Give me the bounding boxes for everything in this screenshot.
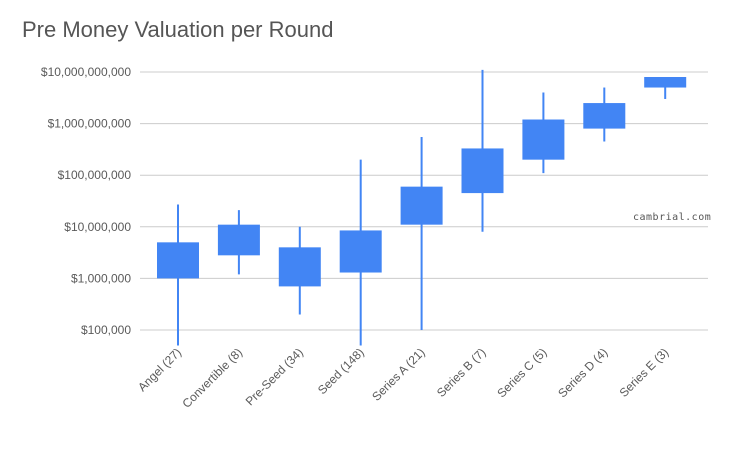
x-tick-label: Convertible (8) (179, 345, 245, 411)
x-axis-ticks: Angel (27)Convertible (8)Pre-Seed (34) Se… (135, 345, 671, 411)
x-tick-label: Seed (148) (315, 345, 367, 397)
candle-body (339, 230, 382, 273)
y-tick-label: $10,000,000,000 (41, 65, 131, 79)
chart-title: Pre Money Valuation per Round (22, 17, 334, 42)
candle-body (217, 224, 260, 256)
x-tick-label: Pre-Seed (34) (243, 345, 306, 408)
y-tick-label: $1,000,000 (71, 271, 131, 285)
x-tick-label: Series A (21) (369, 345, 427, 403)
y-axis-ticks: $100,000 $1,000,000 $10,000,000 $100,000,00… (41, 65, 131, 337)
watermark: cambrial.com (633, 212, 712, 223)
candle (157, 204, 199, 346)
candle-body (583, 103, 626, 129)
candle (461, 69, 504, 232)
candle-body (644, 77, 687, 88)
candle (644, 77, 687, 99)
y-tick-label: $100,000 (81, 323, 131, 337)
candle (339, 159, 382, 346)
x-tick-label: Series C (5) (494, 345, 549, 400)
candle-body (157, 242, 199, 279)
candles (157, 69, 687, 346)
x-tick-label: Series E (3) (617, 345, 672, 400)
candle-body (522, 119, 565, 160)
candle-body (400, 186, 443, 225)
candle (583, 87, 626, 142)
candle (400, 136, 443, 330)
candle-body (461, 148, 504, 194)
x-tick-label: Angel (27) (135, 345, 184, 394)
x-tick-label: Series B (7) (434, 345, 489, 400)
y-tick-label: $1,000,000,000 (48, 117, 132, 131)
y-tick-label: $100,000,000 (58, 168, 132, 182)
candle-body (278, 247, 321, 287)
candle (217, 210, 260, 275)
y-tick-label: $10,000,000 (64, 220, 131, 234)
candle (522, 92, 565, 174)
x-tick-label: Series D (4) (555, 345, 610, 400)
candle (278, 226, 321, 315)
